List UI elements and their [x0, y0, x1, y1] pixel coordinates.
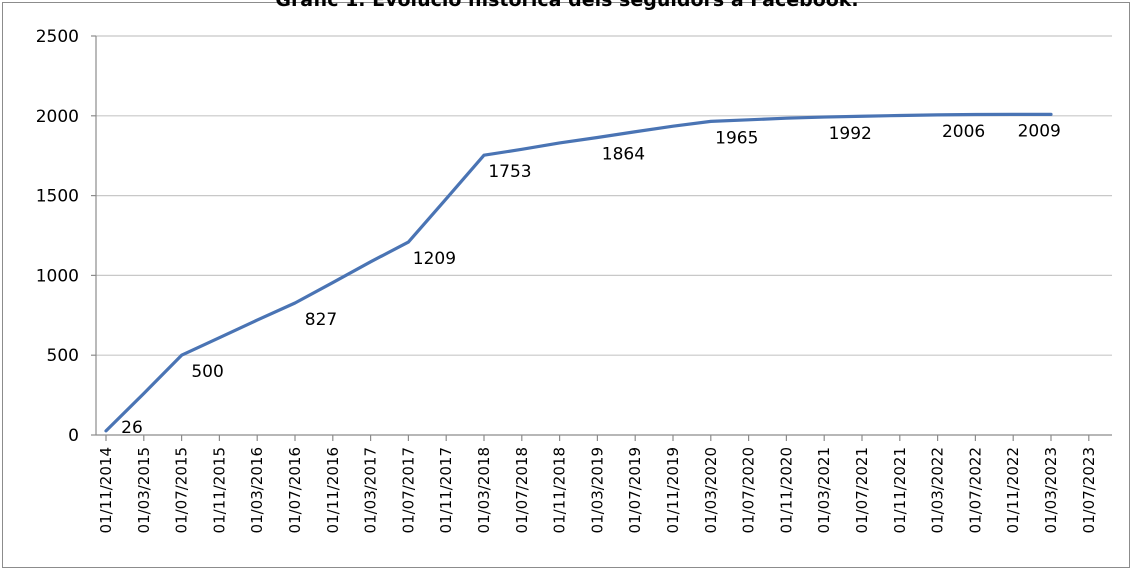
- series-line-0: [106, 114, 1051, 430]
- data-label-1864: 1864: [602, 145, 645, 165]
- y-tick-label-1000: 1000: [36, 266, 79, 286]
- x-tick-label: 01/03/2020: [702, 447, 720, 533]
- axes: [91, 36, 1112, 441]
- x-tick-label: 01/07/2016: [286, 447, 304, 533]
- chart-title: Gràfic 1. Evolució històrica dels seguid…: [275, 0, 858, 11]
- y-tick-label-1500: 1500: [36, 187, 79, 207]
- data-label-1965: 1965: [715, 128, 758, 148]
- x-tick-label: 01/07/2023: [1080, 447, 1098, 533]
- y-tick-label-500: 500: [47, 346, 79, 366]
- x-tick-label: 01/03/2023: [1042, 447, 1060, 533]
- y-tick-label-2000: 2000: [36, 107, 79, 127]
- data-label-2009: 2009: [1018, 121, 1061, 141]
- x-tick-label: 01/07/2019: [626, 447, 644, 533]
- x-tick-label: 01/07/2017: [399, 447, 417, 533]
- x-tick-label: 01/11/2019: [664, 447, 682, 533]
- x-tick-label: 01/11/2022: [1004, 447, 1022, 533]
- x-tick-label: 01/11/2017: [437, 447, 455, 533]
- x-tick-label: 01/11/2014: [97, 447, 115, 533]
- x-tick-label: 01/11/2015: [210, 447, 228, 533]
- data-label-827: 827: [305, 310, 337, 330]
- y-tick-label-0: 0: [68, 426, 79, 446]
- x-tick-label: 01/07/2022: [966, 447, 984, 533]
- data-label-1753: 1753: [488, 162, 531, 182]
- data-labels: 26 500 827 1209 1753 1864 1965 1992 2006 2009: [121, 121, 1061, 438]
- data-label-500: 500: [191, 362, 223, 382]
- data-label-26: 26: [121, 418, 143, 438]
- x-tick-label: 01/11/2016: [324, 447, 342, 533]
- data-label-2006: 2006: [942, 122, 985, 142]
- x-tick-label: 01/03/2019: [588, 447, 606, 533]
- gridlines: [96, 36, 1112, 355]
- x-tick-label: 01/03/2022: [929, 447, 947, 533]
- x-tick-label: 01/07/2020: [740, 447, 758, 533]
- x-tick-label: 01/11/2018: [551, 447, 569, 533]
- x-tick-label: 01/11/2021: [891, 447, 909, 533]
- x-tick-label: 01/03/2021: [815, 447, 833, 533]
- x-tick-label: 01/07/2018: [513, 447, 531, 533]
- series-lines: [106, 114, 1051, 430]
- x-tick-label: 01/07/2015: [173, 447, 191, 533]
- x-tick-label: 01/07/2021: [853, 447, 871, 533]
- x-tick-label: 01/03/2017: [362, 447, 380, 533]
- x-tick-label: 01/03/2015: [135, 447, 153, 533]
- y-tick-label-2500: 2500: [36, 27, 79, 47]
- y-tick-labels: 0 500 1000 1500 2000 2500: [36, 27, 79, 446]
- data-label-1992: 1992: [829, 124, 872, 144]
- x-tick-label: 01/03/2018: [475, 447, 493, 533]
- x-tick-label: 01/11/2020: [777, 447, 795, 533]
- x-tick-label: 01/03/2016: [248, 447, 266, 533]
- x-tick-labels: 01/11/2014 01/03/2015 01/07/2015 01/11/2015…: [97, 447, 1098, 533]
- data-label-1209: 1209: [413, 249, 456, 269]
